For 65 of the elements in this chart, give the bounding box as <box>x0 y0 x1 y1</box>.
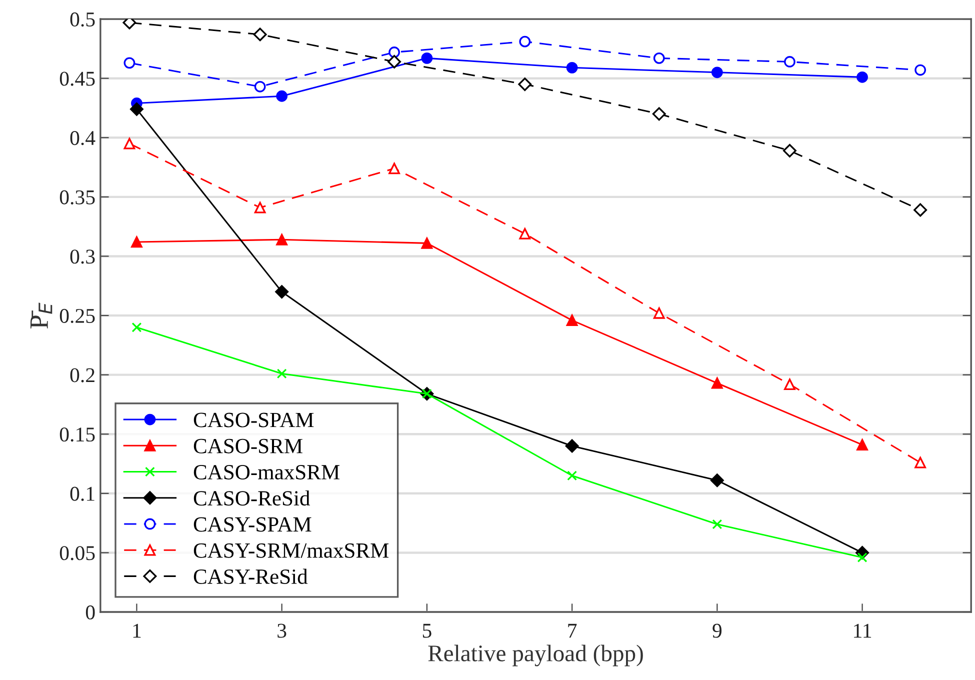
y-tick-label: 0.1 <box>70 486 94 501</box>
point <box>388 162 400 174</box>
y-tick-label: 0.05 <box>60 546 95 560</box>
point <box>388 46 400 58</box>
x-tick-label: 1 <box>133 624 141 638</box>
point <box>567 470 578 481</box>
y-axis-title: P̄$_{E}$ <box>30 302 52 328</box>
point <box>519 228 531 240</box>
legend-label: CASO-SRM <box>194 438 302 454</box>
point <box>124 138 136 150</box>
point <box>566 62 578 74</box>
point <box>518 78 532 91</box>
x-tick-label: 7 <box>568 624 577 638</box>
y-tick-label: 0.45 <box>60 72 95 86</box>
point <box>124 57 136 69</box>
point <box>652 107 666 121</box>
point <box>519 36 531 48</box>
x-tick-label: 9 <box>712 624 722 638</box>
y-tick-label: 0.3 <box>70 250 95 264</box>
point <box>653 307 665 319</box>
y-tick-label: 0.4 <box>70 131 96 146</box>
legend-label: CASY-ReSid <box>194 568 308 584</box>
point <box>421 52 433 64</box>
point <box>130 102 144 116</box>
y-tick-label: 0 <box>86 605 95 620</box>
x-tick-label: 11 <box>854 624 872 638</box>
point <box>276 90 288 102</box>
point <box>856 71 868 83</box>
point <box>565 439 579 453</box>
legend-label: CASO-SPAM <box>194 412 314 428</box>
y-tick-label: 0.35 <box>60 190 95 204</box>
legend-label: CASO-maxSRM <box>194 465 340 480</box>
point <box>856 439 868 450</box>
point <box>711 66 723 78</box>
point <box>653 52 665 64</box>
legend-label: CASY-SPAM <box>194 517 312 532</box>
point <box>914 203 928 217</box>
point <box>253 28 267 42</box>
point <box>784 378 796 390</box>
x-tick-label: 3 <box>278 624 286 638</box>
point <box>710 474 724 488</box>
point <box>276 368 287 379</box>
point <box>388 55 402 68</box>
point <box>254 202 266 214</box>
point <box>711 377 723 389</box>
point <box>784 56 796 68</box>
legend-label: CASO-ReSid <box>194 490 310 506</box>
point <box>712 519 722 530</box>
point <box>914 456 926 468</box>
point <box>132 322 142 332</box>
y-tick-label: 0.25 <box>60 308 95 324</box>
x-axis-title: Relative payload (bpp) <box>428 644 643 666</box>
point <box>566 314 578 326</box>
y-tick-label: 0.15 <box>60 427 95 442</box>
x-tick-label: 5 <box>422 624 432 638</box>
point <box>131 236 142 248</box>
point <box>276 234 288 246</box>
point <box>914 64 926 76</box>
point <box>275 285 289 299</box>
point <box>254 80 266 92</box>
point <box>421 237 433 249</box>
y-tick-label: 0.2 <box>70 368 94 382</box>
point <box>782 144 796 158</box>
y-tick-label: 0.5 <box>70 12 95 27</box>
legend-label: CASY-SRM/maxSRM <box>194 543 389 558</box>
